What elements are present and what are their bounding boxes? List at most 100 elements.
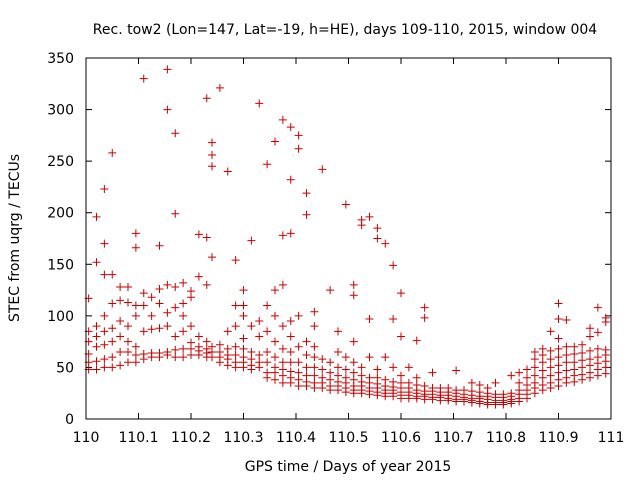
data-point (163, 65, 172, 74)
data-point (155, 285, 164, 294)
data-point (538, 373, 547, 382)
data-point (194, 272, 203, 281)
data-point (231, 322, 240, 331)
data-point (155, 299, 164, 308)
data-point (381, 239, 390, 248)
data-point (341, 365, 350, 374)
data-point (475, 380, 484, 389)
data-point (131, 301, 140, 310)
data-point (255, 317, 264, 326)
data-point (294, 342, 303, 351)
data-point (163, 308, 172, 317)
data-point (310, 342, 319, 351)
data-point (271, 353, 279, 362)
data-point (271, 137, 279, 146)
data-point (491, 378, 500, 387)
data-point (515, 378, 524, 387)
data-point (116, 347, 125, 356)
data-point (215, 347, 224, 356)
data-point (171, 209, 180, 218)
data-point (131, 351, 140, 360)
data-point (546, 363, 555, 372)
data-point (349, 291, 358, 300)
data-point (389, 377, 398, 386)
data-point (349, 337, 358, 346)
data-point (108, 353, 117, 362)
data-point (428, 384, 437, 393)
data-point (116, 317, 125, 326)
data-point (373, 365, 382, 374)
data-point (92, 322, 101, 331)
data-point (100, 327, 109, 336)
data-point (263, 347, 272, 356)
x-axis-label: GPS time / Days of year 2015 (245, 459, 452, 475)
data-point (460, 386, 468, 395)
data-point (202, 337, 211, 346)
data-point (247, 347, 256, 356)
y-tick-label: 50 (56, 360, 74, 376)
data-point (179, 299, 188, 308)
data-point (239, 353, 248, 362)
data-point (467, 387, 476, 396)
data-point (578, 356, 587, 365)
data-point (263, 358, 272, 367)
data-point (586, 324, 594, 333)
data-point (215, 340, 224, 349)
data-point (124, 347, 132, 356)
data-point (239, 311, 248, 320)
data-point (562, 342, 571, 351)
data-point (310, 363, 319, 372)
data-point (373, 373, 382, 382)
data-point (530, 363, 539, 372)
data-point (302, 337, 311, 346)
data-point (334, 347, 342, 356)
data-point (271, 286, 279, 295)
data-point (389, 314, 398, 323)
data-point (318, 373, 327, 382)
y-tick-label: 350 (47, 51, 74, 67)
data-point (139, 327, 148, 336)
x-tick-label: 110.2 (171, 430, 211, 446)
data-point (365, 373, 374, 382)
data-point (381, 375, 390, 384)
data-point (171, 345, 180, 354)
data-point (397, 378, 405, 387)
data-point (491, 390, 500, 399)
data-point (404, 363, 413, 372)
data-point (326, 286, 335, 295)
data-point (381, 353, 390, 362)
data-point (334, 327, 342, 336)
data-point (341, 373, 350, 382)
data-point (100, 270, 109, 279)
data-point (357, 215, 366, 224)
data-point (578, 363, 587, 372)
data-point (546, 371, 555, 380)
data-point (179, 344, 188, 353)
data-point (578, 348, 587, 357)
data-point (147, 325, 156, 334)
data-point (420, 303, 429, 312)
data-point (365, 212, 374, 221)
data-point (373, 234, 382, 243)
data-point (247, 236, 256, 245)
data-point (586, 346, 594, 355)
data-point (593, 328, 602, 337)
data-point (326, 368, 335, 377)
data-point (357, 363, 366, 372)
data-point (286, 317, 295, 326)
data-point (278, 322, 287, 331)
data-point (116, 282, 125, 291)
data-point (179, 311, 188, 320)
data-point (318, 355, 327, 364)
data-point (239, 286, 248, 295)
data-point (593, 303, 602, 312)
data-point (108, 324, 117, 333)
data-point (601, 313, 610, 322)
data-point (271, 363, 279, 372)
data-point (139, 289, 148, 298)
data-point (202, 94, 211, 103)
data-point (255, 351, 264, 360)
data-point (92, 357, 101, 366)
data-point (92, 342, 101, 351)
data-point (131, 342, 140, 351)
